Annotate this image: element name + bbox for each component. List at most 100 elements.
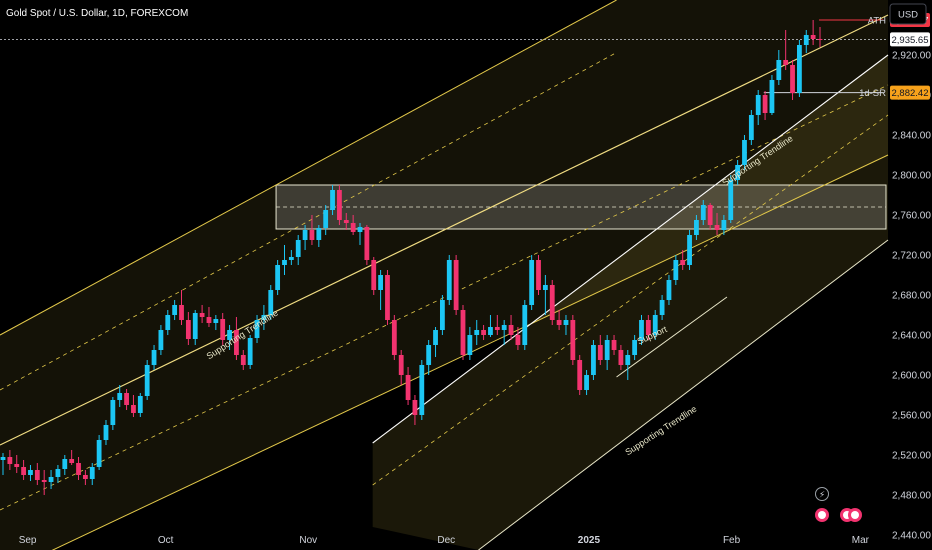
candle-body [220, 319, 226, 340]
candle [439, 295, 445, 335]
y-tick-label: 2,920.00 [892, 51, 931, 62]
candle [117, 385, 123, 407]
candle [591, 340, 596, 380]
candle-body [762, 95, 768, 113]
candle [288, 250, 294, 265]
candle-body [453, 260, 459, 310]
candle [28, 465, 33, 481]
candle-body [652, 315, 658, 335]
candle [446, 255, 452, 305]
candle-body [515, 335, 521, 345]
candle [7, 450, 13, 470]
candle [426, 340, 432, 375]
candle-body [419, 365, 425, 415]
candle-body [96, 440, 102, 467]
candle [556, 310, 562, 330]
candle-body [0, 457, 6, 460]
candle [645, 315, 651, 340]
candle [673, 255, 679, 285]
candle [309, 215, 315, 245]
candle-body [69, 459, 75, 463]
candle [790, 60, 795, 100]
candle [577, 355, 583, 395]
candle-body [776, 60, 782, 80]
candle-body [62, 459, 68, 469]
candle-body [14, 464, 20, 467]
sr-price-badge: 2,882.42 [890, 85, 930, 100]
candle [0, 453, 6, 475]
candle [611, 335, 617, 355]
candle [34, 463, 40, 485]
candle-body [405, 375, 411, 400]
candle [529, 255, 535, 310]
candle-body [268, 290, 274, 315]
candle [240, 350, 246, 370]
candle-body [597, 345, 603, 360]
candle-body [124, 393, 129, 405]
candle-body [542, 285, 548, 290]
candle [398, 350, 404, 385]
candle [618, 345, 624, 370]
candle [522, 300, 528, 350]
events-icons[interactable]: ⚡ [815, 487, 862, 523]
candle-body [748, 115, 754, 140]
candle-body [144, 365, 150, 396]
candle-body [192, 313, 198, 339]
candle [254, 315, 260, 343]
x-tick-label: Dec [437, 535, 455, 546]
candle [350, 215, 356, 235]
candle [165, 310, 171, 335]
candle-body [673, 260, 679, 280]
lower-channel-top-line [372, 54, 889, 444]
x-tick-label: 2025 [578, 535, 601, 546]
candle [549, 280, 555, 325]
candle-body [714, 225, 720, 230]
lightning-icon[interactable] [815, 487, 829, 501]
lightning-glyph: ⚡ [819, 490, 825, 500]
candle [343, 213, 349, 230]
candle-body [371, 260, 377, 290]
candle-body [337, 190, 342, 220]
candle [467, 327, 473, 360]
candle [680, 250, 686, 270]
candle-body [288, 257, 294, 260]
candle-body [110, 400, 116, 425]
candle [728, 175, 734, 223]
candle [797, 40, 802, 97]
currency-label: USD [898, 10, 918, 21]
candle [735, 160, 741, 185]
candle-body [529, 260, 535, 305]
candle [371, 257, 377, 295]
candle-body [412, 400, 418, 415]
candle-body [659, 300, 665, 315]
candle-body [790, 65, 795, 93]
candle-body [309, 230, 315, 240]
candle-body [666, 280, 672, 300]
candle [563, 315, 569, 335]
candle [769, 75, 775, 115]
channel-upper-dashed [0, 52, 617, 391]
candle-body [357, 227, 363, 232]
candle-body [7, 457, 13, 464]
candle-body [158, 330, 164, 350]
candle [707, 203, 713, 230]
candle [172, 300, 178, 320]
candle-body [735, 165, 741, 180]
candle [55, 465, 61, 483]
candle-body [28, 470, 33, 475]
candle-body [639, 320, 644, 340]
candle-body [261, 315, 267, 320]
y-tick-label: 2,800.00 [892, 171, 931, 182]
candle-body [570, 320, 576, 360]
candle [652, 310, 658, 340]
candle [227, 325, 232, 350]
candle [76, 457, 81, 480]
candle [714, 213, 720, 235]
support-line [616, 296, 728, 378]
candle-body [439, 300, 445, 330]
candle [536, 255, 541, 295]
candle-body [611, 340, 617, 350]
currency-button[interactable]: USD [889, 3, 927, 25]
candle [721, 215, 727, 235]
